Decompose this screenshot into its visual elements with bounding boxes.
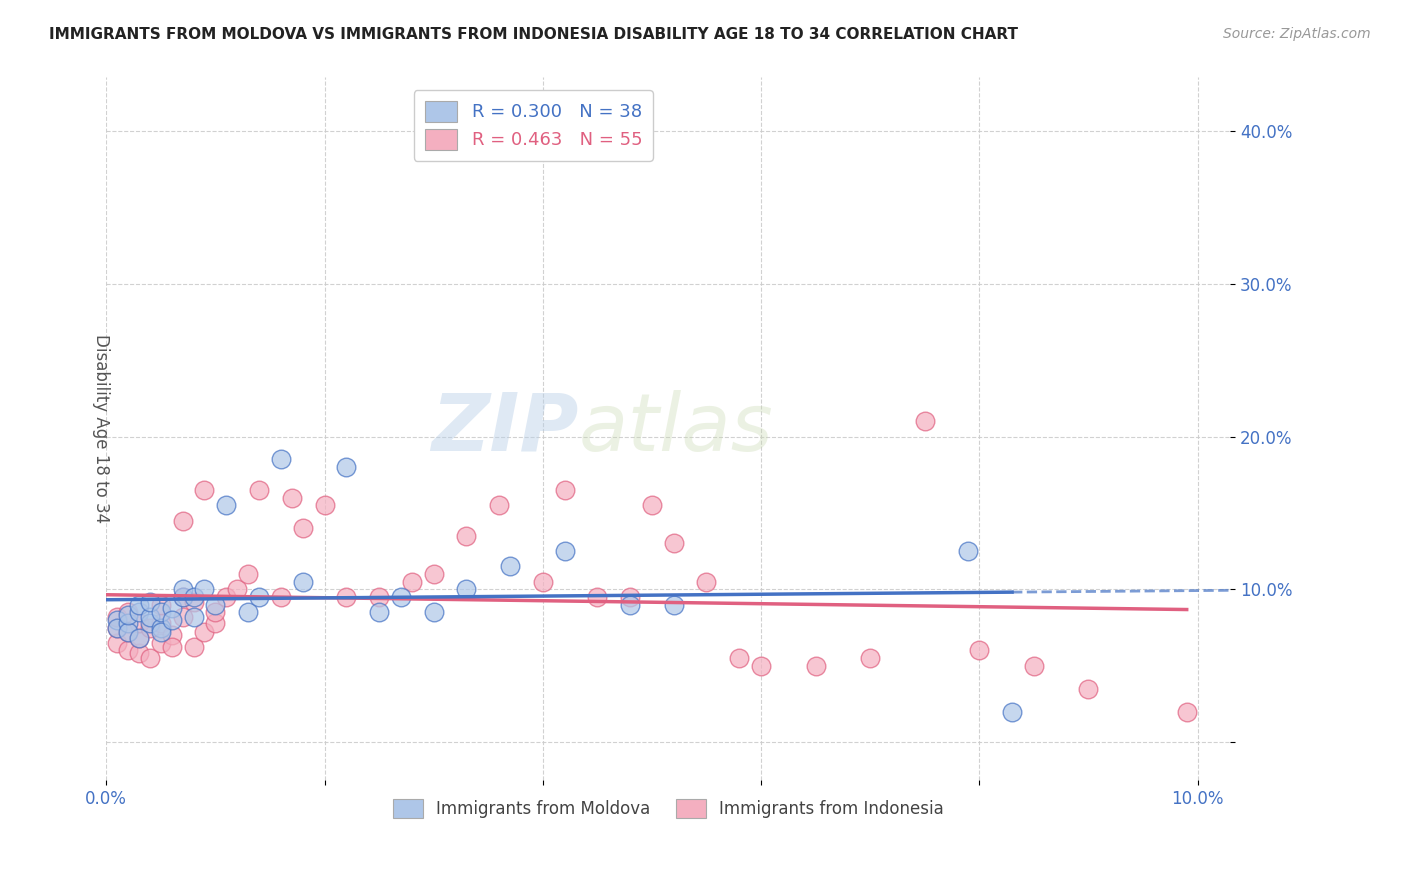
Point xyxy=(183,590,205,604)
Point xyxy=(183,609,205,624)
Point xyxy=(117,625,139,640)
Point xyxy=(619,598,641,612)
Point xyxy=(236,567,259,582)
Point xyxy=(183,594,205,608)
Point xyxy=(128,631,150,645)
Point xyxy=(1022,658,1045,673)
Point xyxy=(456,529,478,543)
Point xyxy=(859,651,882,665)
Point xyxy=(172,582,194,597)
Point xyxy=(488,498,510,512)
Point xyxy=(1175,705,1198,719)
Point xyxy=(149,620,172,634)
Point xyxy=(662,598,685,612)
Point xyxy=(172,590,194,604)
Point xyxy=(204,605,226,619)
Point xyxy=(149,605,172,619)
Text: ZIP: ZIP xyxy=(432,390,578,468)
Point xyxy=(105,620,128,634)
Point xyxy=(270,590,292,604)
Point xyxy=(172,609,194,624)
Point xyxy=(215,590,238,604)
Point xyxy=(641,498,664,512)
Point xyxy=(139,594,162,608)
Point xyxy=(160,640,183,655)
Point xyxy=(139,620,162,634)
Point xyxy=(422,567,444,582)
Point xyxy=(139,615,162,630)
Point xyxy=(281,491,304,505)
Point xyxy=(117,643,139,657)
Point xyxy=(160,613,183,627)
Point xyxy=(160,600,183,615)
Text: Source: ZipAtlas.com: Source: ZipAtlas.com xyxy=(1223,27,1371,41)
Point xyxy=(749,658,772,673)
Point xyxy=(957,544,980,558)
Point xyxy=(149,615,172,630)
Point xyxy=(204,615,226,630)
Point xyxy=(531,574,554,589)
Point xyxy=(128,615,150,630)
Point xyxy=(247,590,270,604)
Point xyxy=(193,483,215,497)
Point xyxy=(401,574,423,589)
Point xyxy=(172,590,194,604)
Point xyxy=(105,636,128,650)
Point xyxy=(172,514,194,528)
Point xyxy=(128,631,150,645)
Point xyxy=(128,647,150,661)
Point xyxy=(149,598,172,612)
Point xyxy=(117,625,139,640)
Point xyxy=(105,620,128,634)
Point xyxy=(914,414,936,428)
Point xyxy=(389,590,412,604)
Point xyxy=(105,613,128,627)
Point xyxy=(236,605,259,619)
Point xyxy=(105,609,128,624)
Point xyxy=(456,582,478,597)
Point xyxy=(619,590,641,604)
Point xyxy=(314,498,336,512)
Point xyxy=(728,651,751,665)
Point xyxy=(1077,681,1099,696)
Point xyxy=(422,605,444,619)
Point xyxy=(368,605,391,619)
Point xyxy=(193,625,215,640)
Point xyxy=(291,574,314,589)
Point xyxy=(695,574,717,589)
Point xyxy=(183,640,205,655)
Point xyxy=(499,559,522,574)
Point xyxy=(662,536,685,550)
Point xyxy=(335,590,357,604)
Point xyxy=(247,483,270,497)
Point xyxy=(1001,705,1024,719)
Point xyxy=(586,590,609,604)
Text: atlas: atlas xyxy=(578,390,773,468)
Point xyxy=(270,452,292,467)
Y-axis label: Disability Age 18 to 34: Disability Age 18 to 34 xyxy=(93,334,110,524)
Point xyxy=(139,651,162,665)
Point xyxy=(117,615,139,630)
Point xyxy=(215,498,238,512)
Point xyxy=(554,544,576,558)
Point xyxy=(193,582,215,597)
Point xyxy=(128,598,150,612)
Point xyxy=(226,582,249,597)
Point xyxy=(128,605,150,619)
Legend: Immigrants from Moldova, Immigrants from Indonesia: Immigrants from Moldova, Immigrants from… xyxy=(387,792,950,825)
Point xyxy=(117,605,139,619)
Point xyxy=(335,460,357,475)
Point xyxy=(368,590,391,604)
Point xyxy=(139,609,162,624)
Text: IMMIGRANTS FROM MOLDOVA VS IMMIGRANTS FROM INDONESIA DISABILITY AGE 18 TO 34 COR: IMMIGRANTS FROM MOLDOVA VS IMMIGRANTS FR… xyxy=(49,27,1018,42)
Point xyxy=(160,628,183,642)
Point xyxy=(117,608,139,623)
Point xyxy=(204,598,226,612)
Point xyxy=(969,643,991,657)
Point xyxy=(149,636,172,650)
Point xyxy=(804,658,827,673)
Point xyxy=(149,625,172,640)
Point xyxy=(291,521,314,535)
Point xyxy=(554,483,576,497)
